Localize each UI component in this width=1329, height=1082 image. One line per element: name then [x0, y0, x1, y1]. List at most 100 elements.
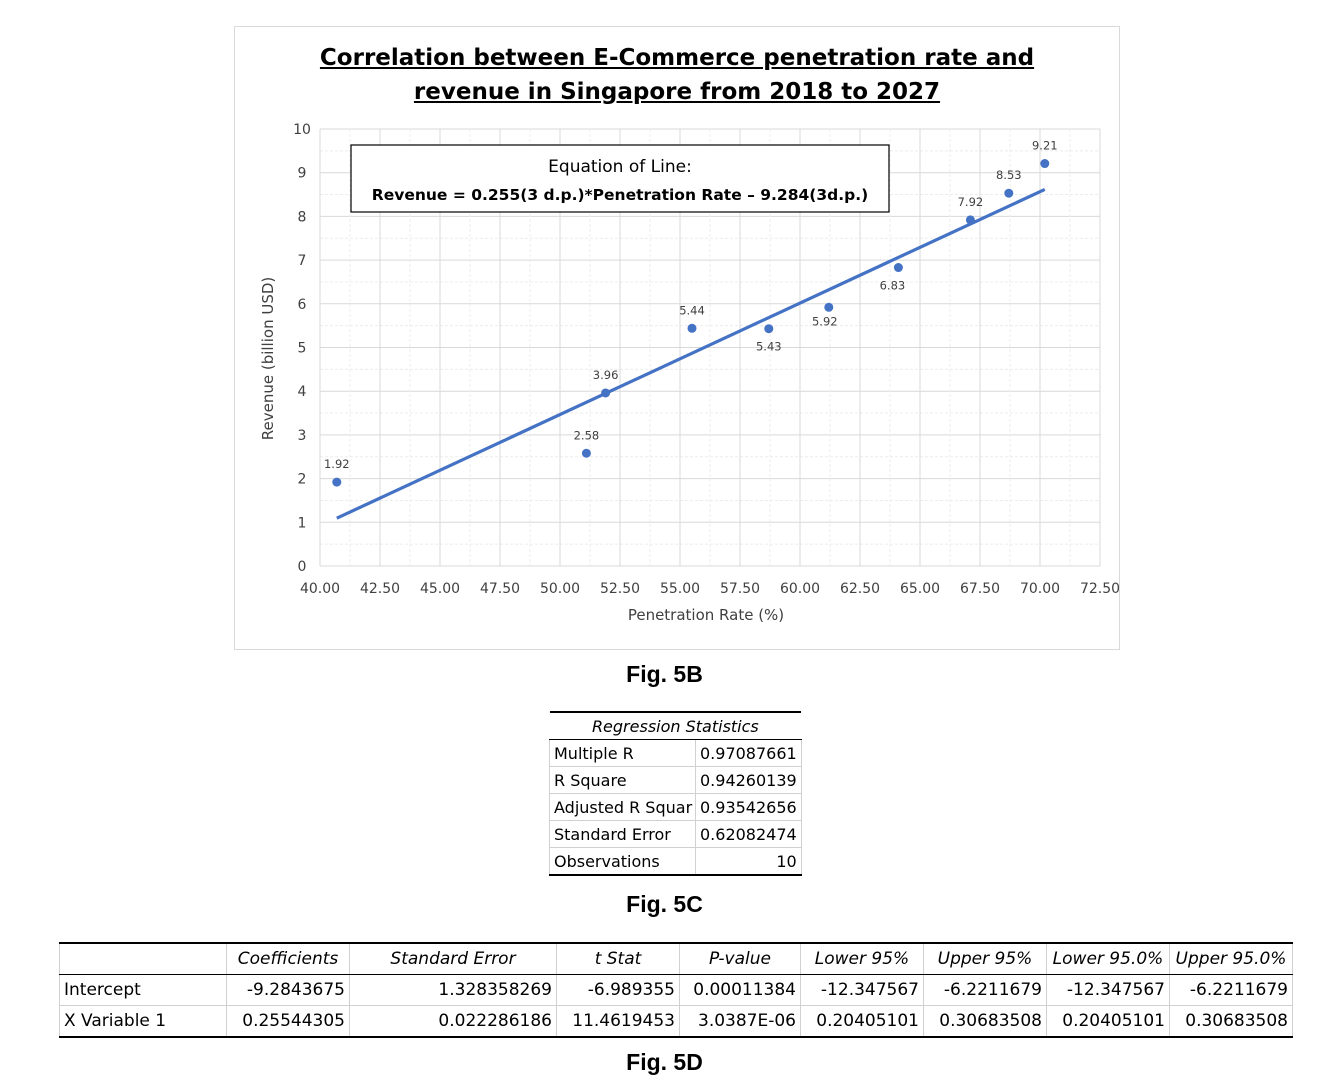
table-cell: 0.30683508 [923, 1005, 1047, 1038]
data-point [332, 477, 342, 487]
trendline [336, 187, 1046, 520]
data-point [965, 215, 975, 225]
x-tick-label: 40.00 [300, 581, 340, 597]
x-tick-label: 47.50 [480, 581, 520, 597]
table-cell: 0.20405101 [1046, 1005, 1170, 1038]
data-label: 7.92 [958, 195, 984, 209]
x-tick-label: 62.50 [840, 581, 880, 597]
column-header [59, 942, 227, 975]
stat-value: 0.97087661 [695, 739, 802, 767]
x-tick-label: 65.00 [900, 581, 940, 597]
y-tick-label: 7 [298, 253, 307, 269]
y-tick-label: 10 [293, 122, 311, 138]
regression-statistics-table: Regression Statistics Multiple R 0.97087… [549, 711, 802, 876]
stat-value: 0.62082474 [695, 820, 802, 848]
table-cell: -6.989355 [556, 974, 680, 1006]
stat-value: 0.94260139 [695, 766, 802, 794]
table-cell: 0.20405101 [800, 1005, 924, 1038]
data-label: 5.43 [756, 340, 782, 354]
data-label: 6.83 [880, 279, 906, 293]
y-axis-title: Revenue (billion USD) [259, 277, 277, 441]
y-tick-label: 8 [298, 209, 307, 225]
data-label: 8.53 [996, 168, 1022, 182]
y-tick-label: 5 [298, 341, 307, 357]
y-tick-label: 6 [298, 297, 307, 313]
column-header: P-value [679, 942, 801, 975]
y-tick-label: 3 [298, 428, 307, 444]
column-header: Lower 95% [800, 942, 924, 975]
x-tick-label: 52.50 [600, 581, 640, 597]
table-cell: 0.00011384 [679, 974, 801, 1006]
x-tick-label: 45.00 [420, 581, 460, 597]
stat-label: Standard Error [549, 820, 696, 848]
table-row: X Variable 1 0.25544305 0.022286186 11.4… [59, 1005, 1293, 1038]
table-cell: 11.4619453 [556, 1005, 680, 1038]
data-point [601, 388, 611, 398]
data-label: 2.58 [574, 428, 600, 442]
y-tick-label: 0 [298, 559, 307, 575]
chart-title: Correlation between E-Commerce penetrati… [235, 41, 1119, 109]
fig-5d-caption: Fig. 5D [626, 1049, 703, 1075]
table-row: Multiple R 0.97087661 [549, 739, 802, 767]
fig-5c-caption: Fig. 5C [626, 891, 703, 917]
table-cell: -9.2843675 [226, 974, 350, 1006]
table-row: Standard Error 0.62082474 [549, 820, 802, 848]
coefficients-table: Coefficients Standard Error t Stat P-val… [59, 942, 1293, 1038]
data-label: 9.21 [1032, 139, 1058, 153]
table-cell: -6.2211679 [923, 974, 1047, 1006]
column-header: Coefficients [226, 942, 350, 975]
data-label: 3.96 [593, 368, 619, 382]
data-point [824, 302, 834, 312]
stat-label: R Square [549, 766, 696, 794]
table-cell: 0.25544305 [226, 1005, 350, 1038]
table-cell: 3.0387E-06 [679, 1005, 801, 1038]
x-tick-label: 50.00 [540, 581, 580, 597]
table-cell: -6.2211679 [1169, 974, 1293, 1006]
row-label: Intercept [59, 974, 227, 1006]
data-point [687, 323, 697, 333]
stat-value: 10 [695, 847, 802, 876]
x-tick-label: 55.00 [660, 581, 700, 597]
row-label: X Variable 1 [59, 1005, 227, 1038]
table-row: Adjusted R Squar 0.93542656 [549, 793, 802, 821]
chart-frame: Correlation between E-Commerce penetrati… [234, 26, 1120, 650]
x-axis-title: Penetration Rate (%) [628, 606, 784, 624]
data-label: 1.92 [324, 457, 350, 471]
table-cell: 0.022286186 [349, 1005, 557, 1038]
table-row: Observations 10 [549, 847, 802, 876]
x-tick-label: 67.50 [960, 581, 1000, 597]
table-cell: -12.347567 [800, 974, 924, 1006]
scatter-plot: 40.00 42.50 45.00 47.50 50.00 52.50 55.00 57.50… [259, 122, 1119, 624]
x-tick-label: 60.00 [780, 581, 820, 597]
data-point [1004, 188, 1014, 198]
data-label: 5.92 [812, 314, 838, 328]
data-point [581, 448, 591, 458]
table-row: Intercept -9.2843675 1.328358269 -6.9893… [59, 974, 1293, 1006]
chart-title-line-1: Correlation between E-Commerce penetrati… [319, 45, 1035, 71]
equation-text: Revenue = 0.255(3 d.p.)*Penetration Rate… [372, 186, 868, 204]
column-header: Standard Error [349, 942, 557, 975]
x-tick-label: 72.50 [1080, 581, 1119, 597]
column-header: t Stat [556, 942, 680, 975]
data-point [764, 324, 774, 334]
stat-label: Observations [549, 847, 696, 876]
y-tick-label: 9 [298, 166, 307, 182]
stat-label: Multiple R [549, 739, 696, 767]
column-header: Upper 95.0% [1169, 942, 1293, 975]
data-point [893, 263, 903, 273]
y-tick-label: 4 [298, 384, 307, 400]
x-tick-label: 70.00 [1020, 581, 1060, 597]
fig-5b-caption: Fig. 5B [626, 661, 703, 687]
y-tick-label: 1 [298, 515, 307, 531]
column-header: Upper 95% [923, 942, 1047, 975]
data-label: 5.44 [679, 303, 705, 317]
table-cell: 1.328358269 [349, 974, 557, 1006]
table-cell: -12.347567 [1046, 974, 1170, 1006]
column-header: Lower 95.0% [1046, 942, 1170, 975]
equation-title: Equation of Line: [548, 157, 692, 177]
equation-box [350, 144, 890, 213]
table-header-row: Coefficients Standard Error t Stat P-val… [59, 942, 1293, 975]
chart-title-line-2: revenue in Singapore from 2018 to 2027 [413, 79, 941, 105]
regression-header: Regression Statistics [549, 711, 802, 740]
table-row: R Square 0.94260139 [549, 766, 802, 794]
